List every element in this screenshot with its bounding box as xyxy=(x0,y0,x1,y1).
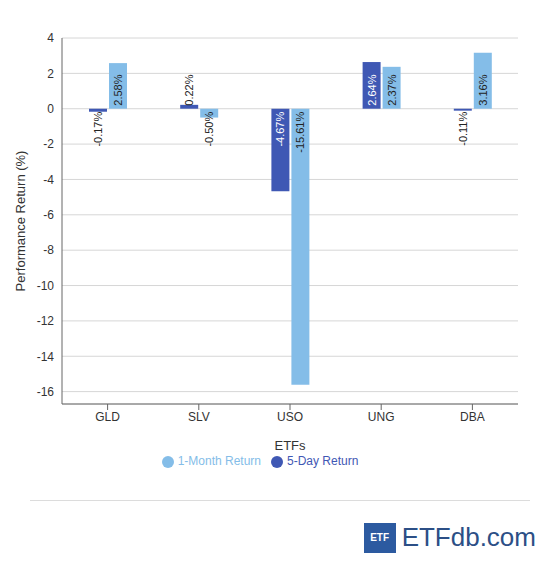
svg-text:-4: -4 xyxy=(43,173,54,187)
html-text:ETFdb.com: ETFdb.com xyxy=(401,522,536,552)
svg-text:Performance Return (%): Performance Return (%) xyxy=(13,151,28,292)
svg-text:-16: -16 xyxy=(37,385,55,399)
svg-text:-8: -8 xyxy=(43,243,54,257)
html-text:ETF: ETF xyxy=(370,532,390,543)
svg-text:UNG: UNG xyxy=(368,410,395,424)
svg-text:0.22%: 0.22% xyxy=(183,74,195,105)
svg-text:2: 2 xyxy=(47,67,54,81)
svg-text:USO: USO xyxy=(277,410,303,424)
svg-text:-4.67%: -4.67% xyxy=(274,112,286,147)
svg-text:2.64%: 2.64% xyxy=(366,74,378,105)
svg-text:-0.50%: -0.50% xyxy=(203,112,215,147)
svg-text:-0.17%: -0.17% xyxy=(92,112,104,147)
svg-text:2.37%: 2.37% xyxy=(386,74,398,105)
svg-text:0: 0 xyxy=(47,102,54,116)
svg-text:3.16%: 3.16% xyxy=(477,74,489,105)
svg-text:4: 4 xyxy=(47,31,54,45)
svg-text:-10: -10 xyxy=(37,279,55,293)
html-text:1-Month Return: 1-Month Return xyxy=(177,454,261,468)
svg-text:-15.61%: -15.61% xyxy=(294,112,306,153)
svg-text:GLD: GLD xyxy=(95,410,120,424)
svg-text:-0.11%: -0.11% xyxy=(457,112,469,146)
svg-text:-6: -6 xyxy=(43,208,54,222)
svg-text:-14: -14 xyxy=(37,350,55,364)
html-text:5-Day Return: 5-Day Return xyxy=(287,454,359,468)
svg-text:2.58%: 2.58% xyxy=(112,74,124,105)
svg-text:DBA: DBA xyxy=(460,410,485,424)
svg-text:SLV: SLV xyxy=(188,410,210,424)
svg-text:ETFs: ETFs xyxy=(274,438,306,453)
svg-text:-12: -12 xyxy=(37,314,55,328)
svg-text:-2: -2 xyxy=(43,137,54,151)
